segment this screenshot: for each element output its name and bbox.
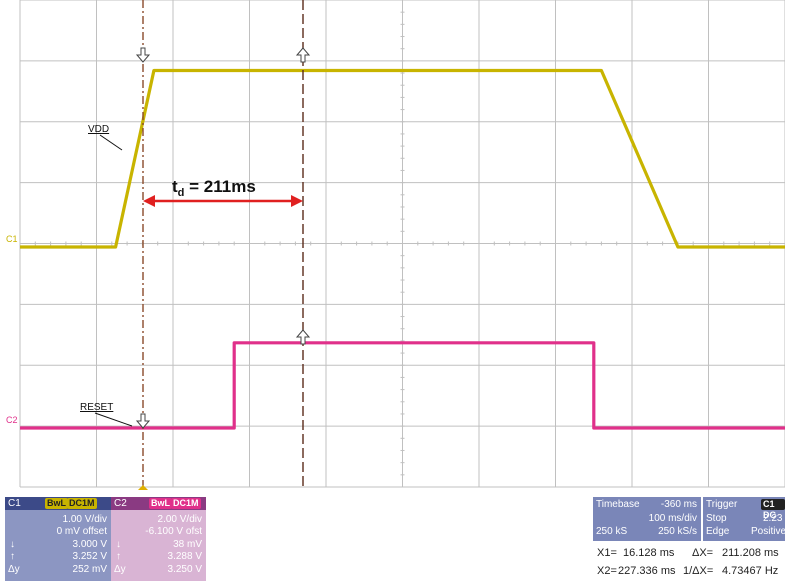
trigger-slope: Positive — [751, 526, 785, 537]
timebase-offset: -360 ms — [660, 499, 697, 510]
c1-coupling-badge: DC1M — [67, 498, 97, 509]
reset-leader — [94, 412, 133, 427]
trace-reset — [20, 341, 785, 430]
c2-v1: 38 mV — [173, 539, 202, 550]
trigger-label: Trigger — [706, 499, 738, 510]
trigger-mode: Stop — [706, 513, 727, 524]
timebase-label: Timebase — [596, 499, 640, 510]
td-label-sub: d — [178, 187, 185, 199]
c1-dv: 252 mV — [72, 564, 107, 575]
c1-bwl-badge: BwL — [45, 498, 68, 509]
c2-zero-marker: C2 — [6, 415, 18, 425]
td-arrow-head-right — [291, 195, 303, 207]
cursor-x1-value: 16.128 ms — [623, 547, 675, 559]
timebase-per-div: 100 ms/div — [648, 513, 697, 524]
trace-labels: C1 C2 td = 211ms VDD RESET — [6, 124, 256, 427]
c2-v2: 3.288 V — [167, 551, 202, 562]
td-label: td = 211ms — [172, 177, 256, 199]
c1-channel-panel[interactable]: C1 BwL DC1M 1.00 V/div 0 mV offset ↓ 3.0… — [5, 497, 111, 581]
cursor-dx-value: 211.208 ms — [722, 547, 779, 559]
cursor-dx-label: ΔX= — [692, 547, 714, 559]
c1-zero-marker: C1 — [6, 234, 18, 244]
trigger-panel[interactable]: Trigger C1 DC Stop 2.23 Edge Positive — [703, 497, 785, 541]
cursor-inv-value: 4.73467 Hz — [722, 565, 779, 577]
cursor-arrow-icon — [295, 329, 311, 345]
td-label-main: t — [172, 177, 178, 196]
c2-coupling-badge: DC1M — [171, 498, 201, 509]
trigger-level: 2.23 — [763, 513, 783, 524]
timebase-panel[interactable]: Timebase -360 ms 100 ms/div 250 kS 250 k… — [593, 497, 701, 541]
td-label-rest: = 211ms — [184, 177, 255, 196]
c2-channel-panel[interactable]: C2 BwL DC1M 2.00 V/div -6.100 V ofst ↓ 3… — [111, 497, 206, 581]
traces — [20, 68, 785, 430]
reset-label: RESET — [80, 402, 113, 413]
trigger-type: Edge — [706, 526, 730, 537]
td-arrow-head-left — [143, 195, 155, 207]
cursor-arrow-icon — [295, 47, 311, 63]
cursor-inv-label: 1/ΔX= — [683, 565, 714, 577]
vdd-leader — [99, 134, 123, 151]
c1-cursor1-arrow-icon: ↓ — [10, 539, 15, 550]
cursor-x1-label: X1= — [597, 547, 617, 559]
timebase-rate: 250 kS/s — [658, 526, 697, 537]
cursor-arrow-icon — [135, 413, 151, 429]
trace-vdd — [20, 68, 785, 249]
oscilloscope-screen: C1 C2 td = 211ms VDD RESET — [6, 0, 785, 490]
vdd-label: VDD — [88, 124, 109, 135]
c2-offset: -6.100 V ofst — [145, 526, 202, 537]
timebase-samples: 250 kS — [596, 526, 628, 537]
c1-dv-label: Δy — [8, 564, 20, 575]
c1-vdiv: 1.00 V/div — [62, 514, 107, 525]
c2-cursor1-arrow-icon: ↓ — [116, 539, 121, 550]
c2-vdiv: 2.00 V/div — [157, 514, 202, 525]
c1-v2: 3.252 V — [72, 551, 107, 562]
c2-name: C2 — [114, 498, 127, 509]
c2-cursor2-arrow-icon: ↑ — [116, 551, 121, 562]
c2-dv-label: Δy — [114, 564, 126, 575]
c1-name: C1 — [8, 498, 21, 509]
cursor-x2-label: X2= — [597, 565, 617, 577]
c1-v1: 3.000 V — [72, 539, 107, 550]
trigger-source-badge: C1 DC — [761, 499, 785, 520]
c1-cursor2-arrow-icon: ↑ — [10, 551, 15, 562]
cursor-x2-value: 227.336 ms — [618, 565, 676, 577]
c2-bwl-badge: BwL — [149, 498, 172, 509]
trigger-marker-icon — [138, 485, 148, 490]
c2-dv: 3.250 V — [167, 564, 202, 575]
grid — [19, 0, 785, 488]
cursor-lines — [135, 0, 311, 490]
cursor-arrow-icon — [135, 47, 151, 63]
c1-offset: 0 mV offset — [56, 526, 107, 537]
